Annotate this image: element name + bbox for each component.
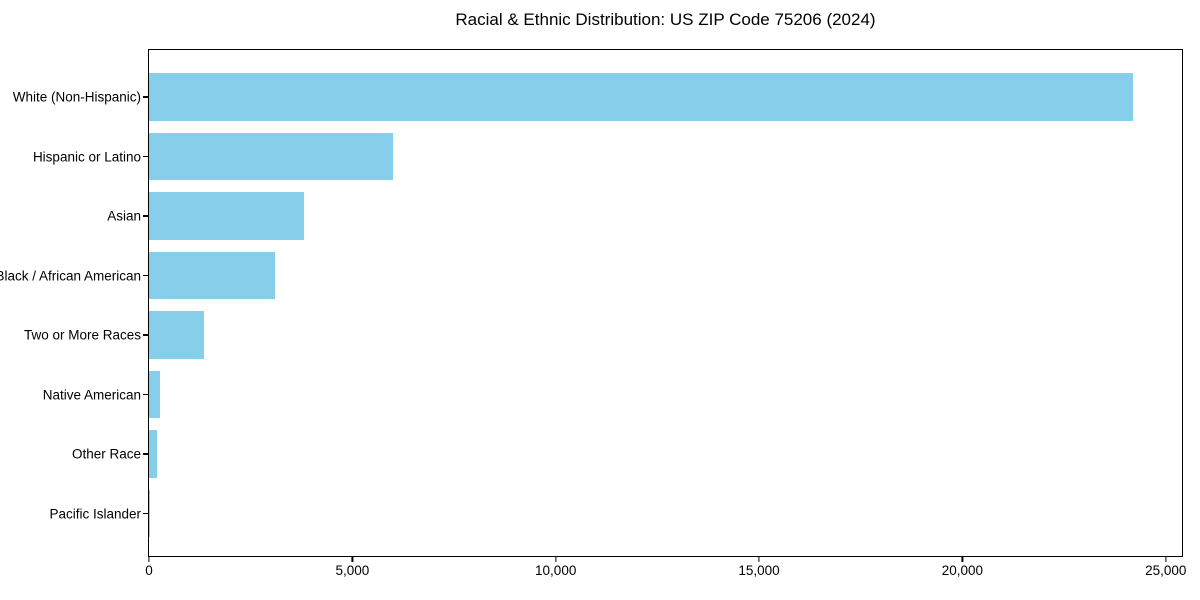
- x-tick-label: 25,000: [1145, 563, 1187, 578]
- y-tick-mark: [143, 155, 148, 158]
- x-tick-mark: [1165, 557, 1167, 562]
- y-tick-mark: [143, 274, 148, 277]
- y-tick-mark: [143, 453, 148, 455]
- x-tick-label: 5,000: [335, 563, 370, 578]
- y-axis-label: Asian: [107, 208, 141, 224]
- bar: [149, 430, 157, 478]
- y-axis-labels: White (Non-Hispanic) Hispanic or Latino As…: [0, 50, 141, 556]
- bar: [149, 251, 276, 300]
- y-axis-label: Two or More Races: [23, 327, 141, 343]
- y-axis-label: Native American: [42, 386, 141, 402]
- x-tick-label: 0: [145, 563, 153, 578]
- x-tick-label: 15,000: [738, 563, 780, 578]
- y-tick-mark: [143, 393, 148, 396]
- y-axis-label: Pacific Islander: [49, 505, 141, 521]
- bar: [149, 132, 394, 181]
- y-tick-mark: [143, 96, 148, 98]
- x-tick-mark: [961, 557, 963, 562]
- bar: [149, 311, 204, 359]
- x-tick-mark: [758, 557, 760, 562]
- plot-area: 0 5,000 10,000 15,000 20,000 25,000: [143, 49, 1186, 577]
- x-tick-mark: [555, 557, 557, 562]
- x-tick-mark: [351, 557, 353, 562]
- x-tick-label: 10,000: [535, 563, 577, 578]
- x-tick-mark: [148, 557, 150, 562]
- bar: [149, 370, 161, 419]
- x-tick-label: 20,000: [941, 563, 984, 578]
- y-tick-mark: [143, 512, 148, 515]
- y-tick-mark: [143, 215, 148, 217]
- y-axis-label: Other Race: [71, 446, 141, 462]
- chart-title: Racial & Ethnic Distribution: US ZIP Cod…: [455, 10, 876, 29]
- y-axis-label: Hispanic or Latino: [32, 148, 141, 164]
- bar: [149, 73, 1134, 121]
- y-tick-mark: [143, 334, 148, 336]
- bar: [149, 192, 304, 240]
- y-axis-label: White (Non-Hispanic): [12, 89, 141, 105]
- y-axis-label: Black / African American: [0, 267, 141, 283]
